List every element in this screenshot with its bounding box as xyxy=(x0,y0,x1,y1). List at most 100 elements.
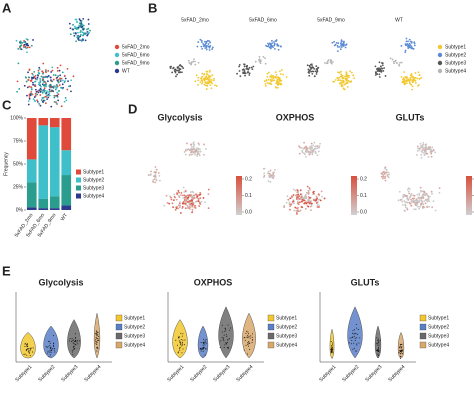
cell-dot xyxy=(71,349,73,351)
legend-label: Subtype1 xyxy=(428,315,449,321)
cell-dot xyxy=(344,75,346,78)
cell-dot xyxy=(267,78,270,81)
cell-dot xyxy=(32,76,35,79)
cell-dot xyxy=(180,65,183,68)
cell-dot xyxy=(35,90,38,93)
legend-label: Subtype2 xyxy=(124,324,145,330)
cell-dot xyxy=(199,81,202,83)
cell-dot xyxy=(302,147,305,150)
cell-dot xyxy=(182,339,184,341)
cell-dot xyxy=(39,87,42,90)
cell-dot xyxy=(67,85,70,88)
cell-dot xyxy=(34,74,37,77)
subplot-title: 5xFAD_2mo xyxy=(181,17,209,23)
cell-dot xyxy=(24,345,26,347)
cell-dot xyxy=(183,191,186,193)
cell-dot xyxy=(25,350,27,352)
cell-dot xyxy=(221,337,223,339)
cell-dot xyxy=(181,343,183,345)
cell-dot xyxy=(82,28,85,31)
cell-dot xyxy=(438,187,441,190)
cell-dot xyxy=(17,62,20,65)
cell-dot xyxy=(416,77,419,80)
cell-dot xyxy=(42,62,45,65)
cell-dot xyxy=(73,349,75,351)
cell-dot xyxy=(202,342,204,344)
cell-dot xyxy=(399,346,401,348)
cell-dot xyxy=(56,83,58,86)
cell-dot xyxy=(401,81,404,84)
cell-dot xyxy=(51,69,54,72)
cell-dot xyxy=(172,206,174,209)
cell-dot xyxy=(411,85,414,88)
violin xyxy=(347,306,363,359)
cell-dot xyxy=(392,60,395,63)
cell-dot xyxy=(248,335,250,337)
cell-dot xyxy=(267,43,270,46)
cell-dot xyxy=(308,146,311,149)
cell-dot xyxy=(38,68,41,71)
cell-dot xyxy=(400,347,402,349)
cell-dot xyxy=(301,151,304,153)
cell-dot xyxy=(29,354,31,356)
cell-dot xyxy=(55,101,57,104)
cell-dot xyxy=(341,81,344,84)
cell-dot xyxy=(403,200,406,202)
cell-dot xyxy=(219,347,221,349)
cell-dot xyxy=(95,341,97,343)
cell-dot xyxy=(31,76,33,79)
cell-dot xyxy=(40,99,43,101)
cell-dot xyxy=(276,43,279,46)
cell-dot xyxy=(315,68,318,71)
cell-dot xyxy=(379,65,382,68)
cell-dot xyxy=(43,87,46,90)
cell-dot xyxy=(269,169,272,172)
cell-dot xyxy=(96,335,98,337)
cell-dot xyxy=(341,83,343,86)
bar-segment xyxy=(49,127,60,197)
cell-dot xyxy=(207,74,210,77)
cell-dot xyxy=(75,341,77,343)
cell-dot xyxy=(266,81,269,84)
cell-dot xyxy=(416,149,419,152)
cell-dot xyxy=(315,195,318,198)
cell-dot xyxy=(307,192,310,194)
cell-dot xyxy=(203,346,205,348)
cell-dot xyxy=(177,204,180,207)
cell-dot xyxy=(223,346,225,348)
legend-label: Subtype1 xyxy=(445,44,466,50)
cell-dot xyxy=(399,347,401,349)
cell-dot xyxy=(338,76,341,79)
cell-dot xyxy=(184,190,187,192)
cell-dot xyxy=(420,203,423,206)
cell-dot xyxy=(74,341,76,343)
cell-dot xyxy=(56,91,59,94)
cell-dot xyxy=(297,193,300,196)
cell-dot xyxy=(247,333,249,335)
cell-dot xyxy=(401,200,404,203)
cell-dot xyxy=(342,79,345,82)
cell-dot xyxy=(181,352,183,354)
cell-dot xyxy=(374,65,377,68)
y-tick-label: 0% xyxy=(16,207,24,213)
violin xyxy=(242,312,256,359)
cell-dot xyxy=(56,66,59,69)
cell-dot xyxy=(194,194,196,196)
x-tick-label: Subtype3 xyxy=(60,364,79,383)
cell-dot xyxy=(297,201,299,204)
cell-dot xyxy=(204,344,206,346)
cell-dot xyxy=(201,41,203,43)
cell-dot xyxy=(190,196,193,198)
cell-dot xyxy=(187,206,190,209)
cell-dot xyxy=(277,48,280,51)
cell-dot xyxy=(26,86,29,89)
cell-dot xyxy=(346,74,349,77)
cell-dot xyxy=(311,202,313,205)
cell-dot xyxy=(207,39,209,42)
cell-dot xyxy=(295,211,298,214)
legend-swatch xyxy=(419,323,427,331)
bar-segment xyxy=(38,118,49,126)
cell-dot xyxy=(317,198,320,201)
cell-dot xyxy=(412,201,415,204)
cell-dot xyxy=(307,147,309,150)
